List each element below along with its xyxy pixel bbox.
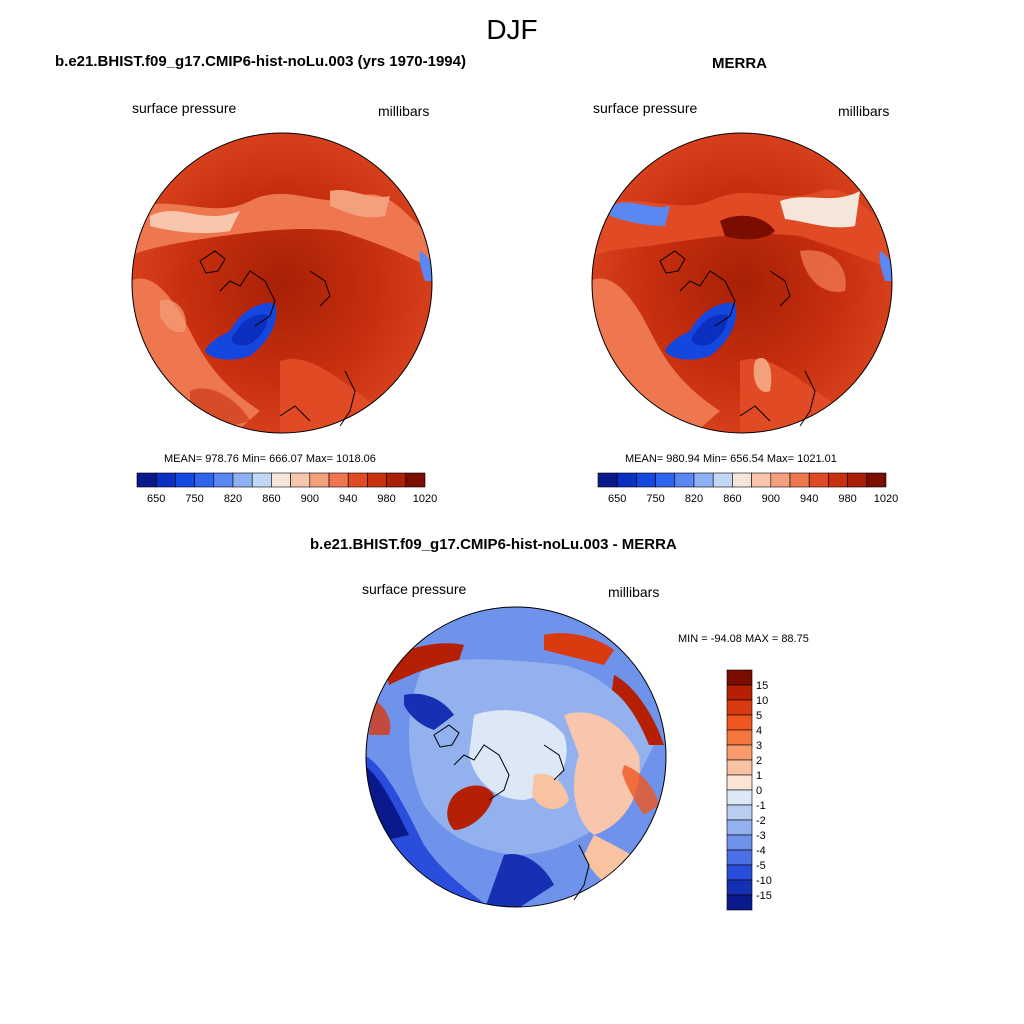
left-units-label: millibars	[378, 103, 430, 119]
right-colorbar-tick-label: 750	[646, 493, 664, 505]
diff-colorbar-tick-label: 5	[756, 710, 762, 722]
right-panel-title: MERRA	[712, 55, 767, 72]
right-variable-label: surface pressure	[593, 100, 698, 116]
left-colorbar-swatch	[309, 472, 330, 488]
diff-variable-label: surface pressure	[362, 581, 467, 597]
diff-colorbar-swatch	[726, 684, 753, 701]
left-colorbar-swatch	[194, 472, 215, 488]
diff-stats: MIN = -94.08 MAX = 88.75	[678, 633, 809, 645]
left-colorbar-tick-label: 860	[262, 493, 280, 505]
left-colorbar-swatch	[271, 472, 291, 488]
left-colorbar-swatch	[251, 472, 272, 488]
right-colorbar-swatch	[751, 472, 772, 488]
right-colorbar-tick-label: 650	[608, 493, 626, 505]
diff-colorbar-swatch	[726, 789, 753, 806]
diff-colorbar-tick-label: 10	[756, 695, 768, 707]
right-colorbar-swatch	[828, 472, 848, 488]
left-colorbar-swatch	[367, 472, 387, 488]
diff-colorbar-tick-label: -15	[756, 890, 772, 902]
diff-colorbar-tick-label: 15	[756, 680, 768, 692]
left-stats: MEAN= 978.76 Min= 666.07 Max= 1018.06	[164, 453, 376, 465]
left-colorbar-tick-label: 940	[339, 493, 357, 505]
diff-colorbar-swatch	[726, 669, 753, 686]
left-colorbar-tick-label: 1020	[413, 493, 437, 505]
right-colorbar-swatch	[789, 472, 810, 488]
diff-colorbar-swatch	[726, 744, 753, 761]
right-colorbar: 650 750 820 860 900 940 980 1020	[597, 472, 898, 505]
left-colorbar-swatch	[136, 472, 157, 488]
right-colorbar-swatch	[712, 472, 733, 488]
right-colorbar-swatch	[770, 472, 791, 488]
diff-colorbar-tick-label: 3	[756, 740, 762, 752]
left-colorbar-swatch	[328, 472, 349, 488]
left-map	[131, 132, 433, 434]
diff-colorbar-tick-label: -3	[756, 830, 766, 842]
right-colorbar-swatch	[636, 472, 656, 488]
right-colorbar-tick-label: 980	[838, 493, 856, 505]
right-colorbar-swatch	[808, 472, 829, 488]
right-colorbar-tick-label: 1020	[874, 493, 898, 505]
diff-colorbar-swatch	[726, 819, 753, 836]
diff-colorbar-tick-label: 2	[756, 755, 762, 767]
diff-colorbar-tick-label: -10	[756, 875, 772, 887]
right-colorbar-tick-label: 900	[762, 493, 780, 505]
left-colorbar-swatch	[347, 472, 368, 488]
left-colorbar-swatch	[213, 472, 234, 488]
diff-colorbar-tick-label: -5	[756, 860, 766, 872]
right-colorbar-swatch	[866, 472, 887, 488]
left-panel-title: b.e21.BHIST.f09_g17.CMIP6-hist-noLu.003 …	[55, 53, 466, 70]
diff-colorbar-tick-label: -1	[756, 800, 766, 812]
left-colorbar-tick-label: 980	[377, 493, 395, 505]
diff-colorbar-swatch	[726, 759, 753, 776]
right-colorbar-tick-label: 820	[685, 493, 703, 505]
right-units-label: millibars	[838, 103, 890, 119]
diff-colorbar-swatch	[726, 834, 753, 851]
diff-colorbar-swatch	[726, 714, 753, 731]
diff-colorbar-tick-label: -4	[756, 845, 766, 857]
right-map	[591, 132, 893, 434]
figure-title: DJF	[486, 14, 538, 45]
left-colorbar-swatch	[290, 472, 311, 488]
right-stats: MEAN= 980.94 Min= 656.54 Max= 1021.01	[625, 453, 837, 465]
left-colorbar-swatch	[155, 472, 176, 488]
left-colorbar-swatch	[405, 472, 426, 488]
diff-units-label: millibars	[608, 584, 660, 600]
diff-colorbar-swatch	[726, 879, 753, 896]
diff-colorbar-swatch	[726, 894, 753, 911]
diff-colorbar-swatch	[726, 699, 753, 716]
right-colorbar-tick-label: 860	[723, 493, 741, 505]
diff-map	[365, 606, 667, 908]
diff-colorbar-tick-label: 4	[756, 725, 762, 737]
right-colorbar-swatch	[732, 472, 752, 488]
diff-colorbar-swatch	[726, 774, 753, 791]
left-colorbar-tick-label: 900	[301, 493, 319, 505]
left-variable-label: surface pressure	[132, 100, 237, 116]
left-colorbar-tick-label: 750	[185, 493, 203, 505]
diff-colorbar-tick-label: 1	[756, 770, 762, 782]
right-colorbar-swatch	[616, 472, 637, 488]
diff-panel-title: b.e21.BHIST.f09_g17.CMIP6-hist-noLu.003 …	[310, 536, 677, 553]
right-colorbar-swatch	[655, 472, 676, 488]
diff-colorbar-swatch	[726, 849, 753, 866]
diff-colorbar-tick-label: 0	[756, 785, 762, 797]
left-colorbar-tick-label: 820	[224, 493, 242, 505]
left-colorbar: 650 750 820 860 900 940 980 1020	[136, 472, 437, 505]
right-colorbar-swatch	[597, 472, 618, 488]
diff-colorbar-tick-label: -2	[756, 815, 766, 827]
right-colorbar-swatch	[693, 472, 714, 488]
left-colorbar-swatch	[386, 472, 407, 488]
diff-colorbar-swatch	[726, 804, 753, 821]
left-colorbar-swatch	[175, 472, 195, 488]
right-colorbar-swatch	[847, 472, 868, 488]
right-colorbar-swatch	[674, 472, 695, 488]
left-colorbar-tick-label: 650	[147, 493, 165, 505]
diff-colorbar-swatch	[726, 729, 753, 746]
diff-colorbar-swatch	[726, 864, 753, 881]
left-colorbar-swatch	[232, 472, 253, 488]
right-colorbar-tick-label: 940	[800, 493, 818, 505]
